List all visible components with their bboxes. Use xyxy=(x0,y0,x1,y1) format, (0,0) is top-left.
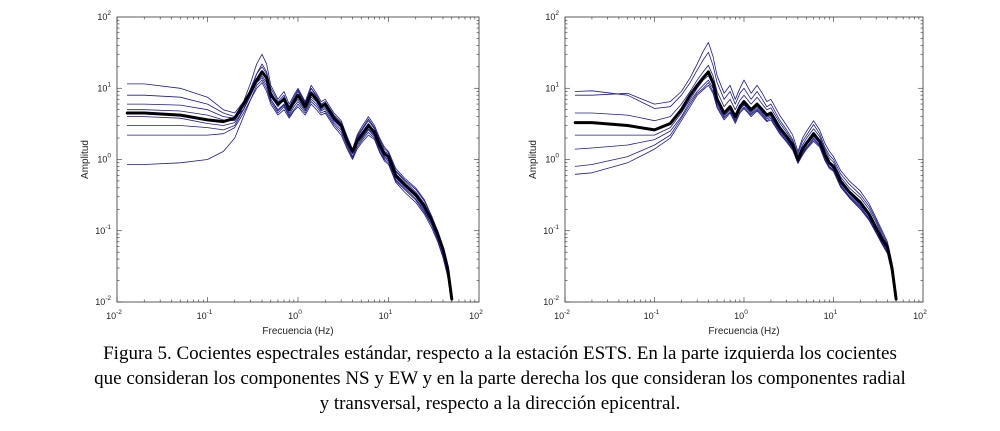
x-tick-label: 10-2 xyxy=(554,309,570,321)
figure-caption: Figura 5. Cocientes espectrales estándar… xyxy=(0,341,1000,429)
plot-area xyxy=(117,17,479,302)
y-tick-label: 10-2 xyxy=(543,295,559,307)
series-line-c5 xyxy=(126,77,453,300)
x-tick-label: 100 xyxy=(288,309,302,321)
figure-panels: 10-2 10-1 100 101 102 10-2 10-1 100 101 102 Frecue… xyxy=(80,10,927,337)
series-group xyxy=(573,42,898,301)
series-line-c1 xyxy=(574,42,897,300)
chart-left: 10-2 10-1 100 101 102 10-2 10-1 100 101 102 Frecue… xyxy=(80,10,483,337)
series-line-mean xyxy=(125,70,454,301)
y-tick-label: 100 xyxy=(545,153,559,165)
y-tick-label: 100 xyxy=(97,153,111,165)
y-tick-label: 10-2 xyxy=(95,295,111,307)
y-axis-label: Amplitud xyxy=(80,140,91,179)
series-line-c2 xyxy=(574,51,897,300)
y-tick-label: 101 xyxy=(545,81,559,93)
series-group xyxy=(125,53,454,301)
y-tick-label: 102 xyxy=(545,10,559,22)
x-tick-label: 100 xyxy=(734,309,748,321)
caption-line-3: y transversal, respecto a la dirección e… xyxy=(319,393,681,414)
plot-frame xyxy=(564,16,924,303)
axis-ticks xyxy=(564,17,923,303)
axis-ticks xyxy=(116,17,479,303)
y-tick-label: 10-1 xyxy=(95,224,111,236)
series-line-c7 xyxy=(126,82,453,300)
series-line-c1 xyxy=(126,53,453,300)
x-tick-label: 102 xyxy=(913,309,927,321)
caption-line-1: Figura 5. Cocientes espectrales estándar… xyxy=(103,343,897,364)
y-tick-label: 10-1 xyxy=(543,224,559,236)
series-line-c3 xyxy=(574,64,897,300)
y-tick-label: 101 xyxy=(97,81,111,93)
plot-area xyxy=(565,17,923,302)
plot-frame xyxy=(116,16,480,303)
x-tick-label: 10-1 xyxy=(197,309,213,321)
x-axis-label: Frecuencia (Hz) xyxy=(262,326,333,337)
x-axis-label: Frecuencia (Hz) xyxy=(708,326,779,337)
x-tick-label: 101 xyxy=(379,309,393,321)
chart-right: 10-2 10-1 100 101 102 10-2 10-1 100 101 102 Frecue… xyxy=(528,10,927,337)
series-line-c7 xyxy=(574,84,897,300)
series-line-c6 xyxy=(574,82,897,300)
y-tick-label: 102 xyxy=(97,10,111,22)
caption-line-2: que consideran los componentes NS y EW y… xyxy=(94,368,906,389)
x-tick-label: 101 xyxy=(824,309,838,321)
x-tick-label: 102 xyxy=(469,309,483,321)
x-tick-label: 10-2 xyxy=(106,309,122,321)
y-axis-label: Amplitud xyxy=(528,140,539,179)
series-line-mean xyxy=(573,70,898,301)
series-line-c5 xyxy=(574,79,897,300)
x-tick-label: 10-1 xyxy=(644,309,660,321)
